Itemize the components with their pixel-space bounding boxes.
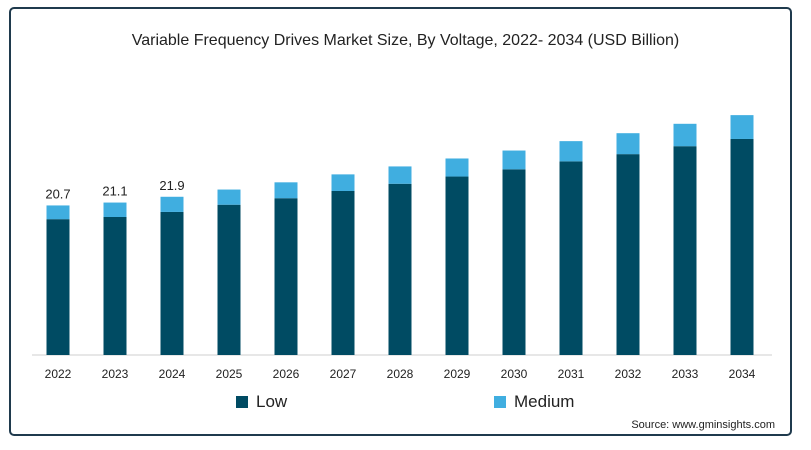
bar-medium-2030 — [502, 150, 526, 170]
bar-low-2029 — [445, 176, 469, 355]
legend-low-label: Low — [256, 392, 288, 411]
x-tick-label: 2027 — [330, 367, 357, 381]
chart-title: Variable Frequency Drives Market Size, B… — [131, 32, 680, 49]
x-tick-label: 2024 — [159, 367, 186, 381]
bar-medium-2028 — [388, 166, 412, 184]
bar-low-2026 — [274, 198, 298, 355]
bar-medium-2026 — [274, 182, 298, 199]
x-tick-label: 2030 — [501, 367, 528, 381]
x-tick-label: 2028 — [387, 367, 414, 381]
data-label: 21.1 — [102, 184, 127, 199]
bar-low-2028 — [388, 183, 412, 355]
bar-medium-2029 — [445, 158, 469, 177]
x-tick-label: 2026 — [273, 367, 300, 381]
x-tick-label: 2033 — [672, 367, 699, 381]
legend-low-swatch — [236, 396, 248, 408]
x-tick-label: 2032 — [615, 367, 642, 381]
bar-medium-2033 — [673, 123, 697, 147]
bar-low-2023 — [103, 217, 127, 355]
bar-low-2033 — [673, 146, 697, 355]
bar-medium-2031 — [559, 141, 583, 162]
bar-low-2024 — [160, 211, 184, 355]
bar-low-2025 — [217, 204, 241, 355]
x-tick-label: 2025 — [216, 367, 243, 381]
legend-medium: Medium — [494, 392, 574, 412]
x-tick-label: 2034 — [729, 367, 756, 381]
legend-medium-swatch — [494, 396, 506, 408]
x-tick-label: 2029 — [444, 367, 471, 381]
bar-low-2032 — [616, 154, 640, 355]
bar-medium-2034 — [730, 115, 754, 139]
data-label: 21.9 — [159, 178, 184, 193]
bar-low-2034 — [730, 138, 754, 355]
bar-low-2022 — [46, 219, 70, 355]
source-note: Source: www.gminsights.com — [631, 419, 775, 431]
bar-medium-2023 — [103, 202, 127, 218]
bar-low-2027 — [331, 190, 355, 355]
data-label: 20.7 — [45, 186, 70, 201]
bar-low-2031 — [559, 161, 583, 355]
legend-medium-label: Medium — [514, 392, 575, 411]
bar-medium-2025 — [217, 189, 241, 205]
legend-low: Low — [236, 392, 287, 412]
x-tick-label: 2023 — [102, 367, 129, 381]
bar-medium-2027 — [331, 174, 355, 191]
x-tick-label: 2022 — [45, 367, 72, 381]
bar-medium-2032 — [616, 133, 640, 155]
x-tick-label: 2031 — [558, 367, 585, 381]
bar-medium-2022 — [46, 205, 70, 220]
bar-medium-2024 — [160, 196, 184, 212]
bar-low-2030 — [502, 169, 526, 355]
